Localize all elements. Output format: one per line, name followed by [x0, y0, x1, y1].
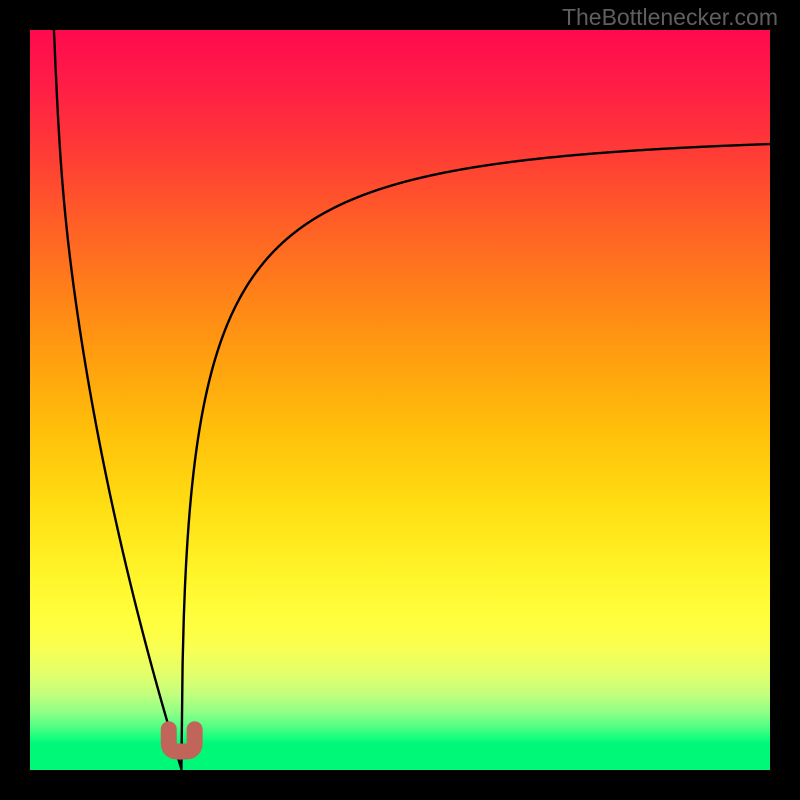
plot-frame	[30, 30, 770, 770]
watermark-text: TheBottlenecker.com	[562, 4, 778, 31]
bottleneck-curve	[52, 30, 770, 769]
stage: TheBottlenecker.com	[0, 0, 800, 800]
curve-layer	[30, 30, 770, 770]
